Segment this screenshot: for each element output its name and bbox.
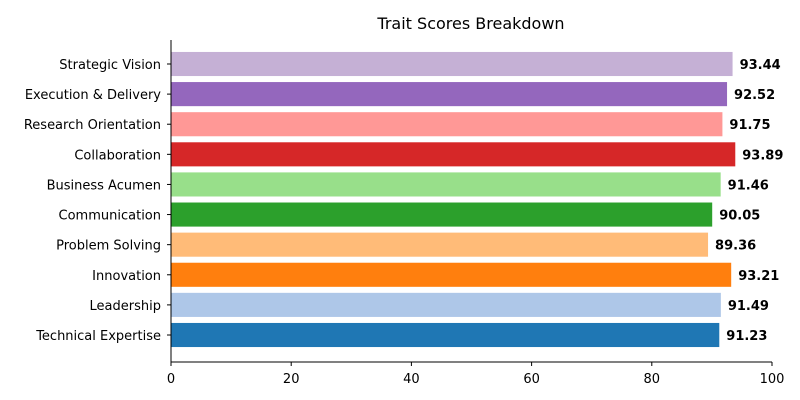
data-label-2: 93.21	[738, 269, 779, 284]
bar-6	[171, 142, 735, 166]
data-label-8: 92.52	[734, 88, 775, 103]
category-label-2: Innovation	[92, 269, 161, 284]
x-tick-label-4: 80	[644, 372, 661, 387]
x-tick-label-1: 20	[283, 372, 300, 387]
data-label-0: 91.23	[726, 329, 767, 344]
category-label-5: Business Acumen	[47, 178, 161, 193]
data-label-1: 91.49	[728, 299, 769, 314]
bar-3	[171, 233, 708, 257]
bar-5	[171, 172, 721, 196]
category-label-9: Strategic Vision	[59, 58, 161, 73]
data-label-7: 91.75	[729, 118, 770, 133]
data-label-4: 90.05	[719, 209, 760, 224]
bar-8	[171, 82, 727, 106]
bars-group: 91.23 91.49 93.21 89.36 90.05 91.46 93.89 91.75…	[171, 52, 783, 347]
category-label-7: Research Orientation	[24, 118, 161, 133]
bar-4	[171, 203, 712, 227]
y-labels-group: Technical Expertise Leadership Innovation P…	[24, 58, 171, 344]
x-tick-label-0: 0	[167, 372, 175, 387]
data-label-6: 93.89	[742, 148, 783, 163]
data-label-5: 91.46	[728, 178, 769, 193]
bar-1	[171, 293, 721, 317]
category-label-0: Technical Expertise	[35, 329, 161, 344]
bar-7	[171, 112, 722, 136]
bar-9	[171, 52, 733, 76]
category-label-4: Communication	[59, 209, 161, 224]
category-label-1: Leadership	[90, 299, 161, 314]
x-tick-label-2: 40	[403, 372, 420, 387]
data-label-3: 89.36	[715, 239, 756, 254]
bar-0	[171, 323, 719, 347]
category-label-3: Problem Solving	[56, 239, 161, 254]
category-label-6: Collaboration	[74, 148, 161, 163]
data-label-9: 93.44	[740, 58, 781, 73]
category-label-8: Execution & Delivery	[25, 88, 161, 103]
chart-title: Trait Scores Breakdown	[376, 14, 564, 33]
bar-2	[171, 263, 731, 287]
x-ticks-group: 0 20 40 60 80 100	[167, 362, 785, 387]
x-tick-label-3: 60	[523, 372, 540, 387]
x-tick-label-5: 100	[760, 372, 785, 387]
